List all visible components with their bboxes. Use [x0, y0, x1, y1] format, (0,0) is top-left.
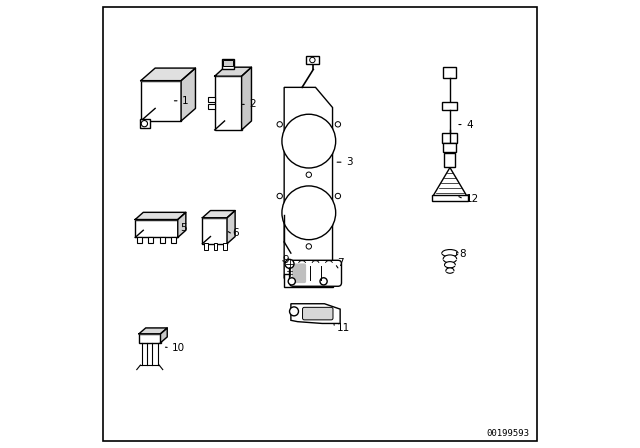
Polygon shape [227, 211, 235, 244]
FancyBboxPatch shape [303, 307, 333, 320]
Bar [137, 237, 142, 243]
Polygon shape [284, 87, 333, 287]
Text: 7: 7 [337, 258, 344, 268]
Bar [135, 220, 178, 237]
Bar [202, 218, 227, 244]
Circle shape [277, 122, 282, 127]
Circle shape [288, 278, 295, 285]
Polygon shape [135, 212, 186, 220]
Bar [214, 243, 217, 250]
Bar [214, 76, 241, 130]
FancyBboxPatch shape [289, 260, 342, 286]
Polygon shape [161, 328, 167, 343]
Bar [442, 102, 457, 110]
Text: 1: 1 [182, 96, 189, 106]
Circle shape [141, 121, 147, 127]
Polygon shape [291, 304, 340, 323]
Ellipse shape [442, 250, 458, 257]
Bar [432, 195, 468, 201]
Bar [443, 67, 456, 78]
Circle shape [289, 307, 298, 316]
Polygon shape [181, 68, 195, 121]
Circle shape [320, 278, 327, 285]
Polygon shape [139, 328, 167, 334]
Bar [204, 243, 208, 250]
Text: 4: 4 [466, 120, 473, 129]
Circle shape [282, 186, 335, 240]
Circle shape [306, 244, 312, 249]
Ellipse shape [445, 262, 455, 268]
Bar [284, 274, 333, 287]
Polygon shape [141, 68, 195, 81]
Text: 10: 10 [172, 343, 186, 353]
Polygon shape [241, 67, 252, 130]
Polygon shape [178, 212, 186, 237]
Circle shape [335, 194, 340, 199]
Text: 9: 9 [282, 255, 289, 265]
Bar [223, 243, 227, 250]
Polygon shape [214, 67, 252, 76]
Bar [223, 60, 233, 66]
Bar [442, 133, 457, 143]
Text: 00199593: 00199593 [486, 429, 530, 438]
Bar [306, 56, 319, 64]
Circle shape [310, 57, 315, 63]
Polygon shape [433, 168, 467, 196]
Circle shape [306, 172, 312, 177]
Bar [222, 59, 234, 69]
Polygon shape [202, 211, 235, 218]
Bar [141, 81, 181, 121]
Bar [444, 153, 455, 167]
Ellipse shape [443, 255, 457, 263]
Text: 12: 12 [466, 194, 479, 204]
Circle shape [277, 194, 282, 199]
Bar [171, 237, 176, 243]
Text: 3: 3 [346, 157, 353, 167]
Bar [209, 97, 214, 102]
Circle shape [282, 114, 335, 168]
Text: 11: 11 [337, 323, 350, 333]
Bar [443, 143, 456, 152]
Text: 2: 2 [249, 99, 256, 109]
Text: 8: 8 [459, 250, 465, 259]
Ellipse shape [446, 268, 454, 273]
Text: 5: 5 [180, 224, 187, 233]
Bar [139, 334, 161, 343]
FancyBboxPatch shape [292, 263, 306, 283]
Bar [140, 119, 150, 128]
Circle shape [335, 122, 340, 127]
Bar [159, 237, 164, 243]
Bar [209, 104, 214, 109]
Text: 6: 6 [232, 228, 239, 238]
Circle shape [285, 259, 294, 268]
Bar [148, 237, 154, 243]
